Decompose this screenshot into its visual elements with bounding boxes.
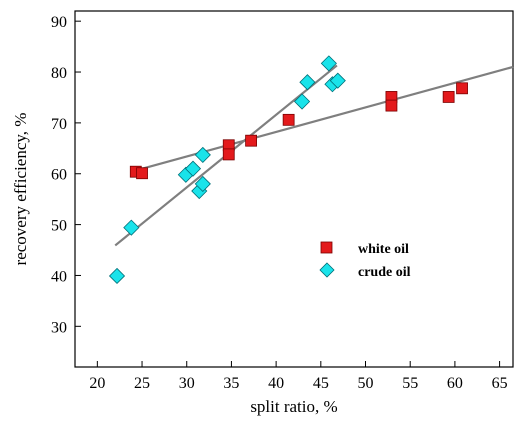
trend-line-white-oil — [132, 65, 514, 173]
x-axis-title: split ratio, % — [250, 397, 337, 416]
x-tick-label: 20 — [89, 375, 105, 392]
x-tick-label: 50 — [358, 375, 374, 392]
legend-marker-crude-oil — [319, 262, 335, 278]
x-tick-label: 65 — [492, 375, 508, 392]
x-tick-label: 35 — [223, 375, 239, 392]
x-tick-label: 45 — [313, 375, 329, 392]
data-point-crude-oil — [329, 72, 346, 89]
x-tick-label: 30 — [179, 375, 195, 392]
legend-label-white-oil: white oil — [358, 242, 409, 257]
y-tick-label: 90 — [51, 14, 67, 31]
legend-marker-white-oil — [320, 241, 333, 254]
y-tick-label: 80 — [51, 65, 67, 82]
data-point-white-oil — [385, 99, 398, 112]
x-tick-label: 40 — [268, 375, 284, 392]
axis-ticks: 20 25 30 35 40 45 50 55 60 65 30 40 50 60 70 80 90 — [51, 14, 508, 392]
y-tick-label: 30 — [51, 319, 67, 336]
data-point-white-oil — [442, 91, 455, 103]
data-point-crude-oil — [108, 267, 126, 285]
data-point-crude-oil — [184, 160, 202, 177]
legend: white oil crude oil — [319, 241, 411, 280]
y-tick-label: 70 — [51, 116, 67, 133]
data-point-white-oil — [282, 113, 295, 126]
data-point-crude-oil — [194, 146, 211, 163]
data-point-white-oil — [245, 134, 257, 147]
x-tick-label: 60 — [447, 375, 463, 392]
data-markers — [108, 55, 468, 285]
y-tick-label: 50 — [51, 218, 67, 235]
data-point-crude-oil — [194, 175, 211, 192]
data-point-white-oil — [456, 82, 468, 95]
data-point-crude-oil — [320, 55, 337, 72]
plot-frame — [74, 10, 514, 368]
legend-label-crude-oil: crude oil — [358, 265, 411, 280]
data-point-crude-oil — [293, 93, 311, 110]
y-tick-label: 40 — [51, 268, 67, 285]
y-axis-title: recovery efficiency, % — [11, 113, 30, 266]
data-point-white-oil — [136, 167, 148, 180]
x-tick-label: 25 — [134, 375, 150, 392]
data-point-white-oil — [222, 148, 235, 161]
data-point-crude-oil — [123, 219, 140, 236]
x-tick-label: 55 — [402, 375, 418, 392]
data-point-crude-oil — [299, 74, 316, 91]
y-tick-label: 60 — [51, 167, 67, 184]
